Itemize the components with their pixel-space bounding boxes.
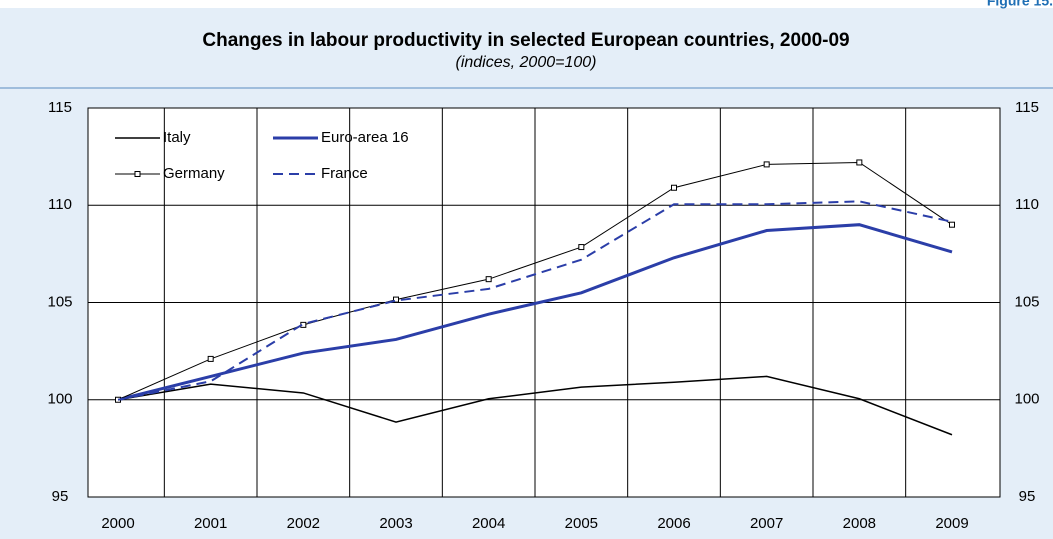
series-marker <box>485 276 492 283</box>
legend-label: Euro-area 16 <box>321 129 409 146</box>
y-tick-label: 100 <box>47 391 72 408</box>
x-tick-label: 2005 <box>565 515 598 532</box>
x-tick-label: 2000 <box>101 515 134 532</box>
y2-tick-label: 95 <box>1019 488 1036 505</box>
y-tick-label: 95 <box>52 488 69 505</box>
series-marker <box>856 159 863 166</box>
series-marker <box>671 184 677 191</box>
y-tick-label: 105 <box>47 293 72 310</box>
x-tick-label: 2001 <box>194 515 227 532</box>
x-tick-label: 2002 <box>287 515 320 532</box>
series-marker <box>393 296 399 303</box>
y-tick-label: 110 <box>48 196 72 213</box>
legend-label: Italy <box>163 129 191 146</box>
y-tick-label: 115 <box>48 99 72 116</box>
y2-tick-label: 110 <box>1015 196 1039 213</box>
legend-marker <box>134 171 141 177</box>
series-marker <box>578 244 585 251</box>
x-tick-label: 2004 <box>472 515 505 532</box>
y2-tick-label: 105 <box>1014 293 1039 310</box>
series-line <box>117 161 953 401</box>
chart-subtitle: (indices, 2000=100) <box>456 54 597 71</box>
series-marker <box>763 161 770 168</box>
chart-title: Changes in labour productivity in select… <box>202 30 849 51</box>
y2-tick-label: 115 <box>1015 99 1039 116</box>
legend-label: France <box>321 165 368 182</box>
x-tick-label: 2008 <box>843 515 876 532</box>
series-marker <box>207 355 214 362</box>
legend-label: Germany <box>163 165 225 182</box>
series-line <box>117 375 953 436</box>
y2-tick-label: 100 <box>1014 391 1039 408</box>
x-tick-label: 2006 <box>657 515 690 532</box>
series-line <box>117 223 953 402</box>
figure-label: Figure 15. <box>987 0 1053 9</box>
x-tick-label: 2007 <box>750 515 783 532</box>
x-tick-label: 2003 <box>379 515 412 532</box>
x-tick-label: 2009 <box>935 515 968 532</box>
series-marker <box>949 221 955 228</box>
series-line <box>117 200 953 401</box>
